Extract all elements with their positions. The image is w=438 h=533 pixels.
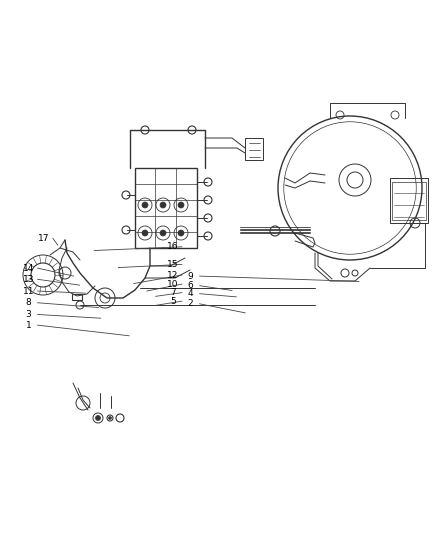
Text: 7: 7 — [170, 288, 176, 297]
Circle shape — [178, 230, 184, 236]
Text: 15: 15 — [167, 260, 179, 269]
Bar — [72, 294, 82, 300]
Text: 3: 3 — [25, 310, 32, 319]
Text: 16: 16 — [167, 243, 179, 251]
Text: 17: 17 — [38, 234, 49, 243]
Text: 1: 1 — [25, 321, 32, 329]
Text: 5: 5 — [170, 297, 176, 305]
Circle shape — [142, 230, 148, 236]
Text: 2: 2 — [188, 300, 193, 308]
Text: 14: 14 — [23, 264, 34, 272]
Circle shape — [178, 202, 184, 208]
Text: 8: 8 — [25, 298, 32, 307]
Circle shape — [109, 416, 112, 419]
Circle shape — [142, 202, 148, 208]
Bar — [392, 182, 426, 220]
Bar — [245, 138, 263, 160]
Circle shape — [160, 202, 166, 208]
Text: 4: 4 — [188, 289, 193, 298]
Bar — [390, 178, 428, 223]
Bar — [135, 168, 197, 248]
Text: 9: 9 — [187, 272, 194, 280]
Text: 10: 10 — [167, 280, 179, 288]
Text: 11: 11 — [23, 287, 34, 295]
Text: 13: 13 — [23, 275, 34, 284]
Circle shape — [160, 230, 166, 236]
Text: 12: 12 — [167, 271, 179, 279]
Circle shape — [95, 416, 100, 421]
Text: 6: 6 — [187, 281, 194, 290]
